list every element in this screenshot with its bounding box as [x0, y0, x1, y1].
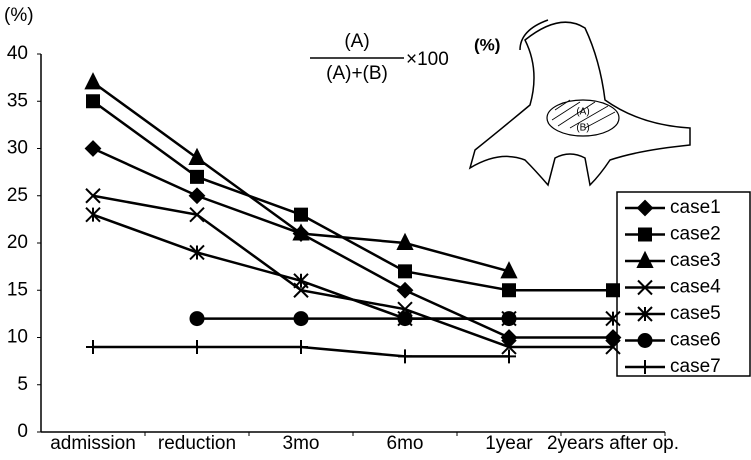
legend-marker — [637, 306, 653, 322]
legend-label: case1 — [670, 197, 721, 218]
data-point — [292, 223, 310, 241]
data-point — [84, 72, 102, 90]
y-tick-label: 0 — [17, 421, 28, 442]
legend-marker — [637, 333, 653, 348]
x-tick-label: 2years after op. — [547, 433, 679, 454]
x-tick-label: 6mo — [387, 433, 424, 454]
y-axis-label: (%) — [4, 5, 34, 26]
data-point — [189, 311, 205, 327]
diagram-label-a: (A) — [576, 107, 589, 118]
data-point — [86, 339, 100, 354]
data-point — [86, 94, 100, 109]
y-tick-label: 30 — [7, 138, 28, 159]
legend — [616, 191, 751, 377]
data-point — [398, 264, 412, 279]
data-point — [188, 147, 206, 165]
formula-multiplier: ×100 — [406, 49, 449, 70]
series-line — [92, 100, 613, 292]
formula: (A) (A)+(B) ×100 (%) — [310, 31, 500, 84]
data-point — [501, 339, 517, 355]
data-point — [293, 273, 309, 289]
data-point — [84, 140, 102, 157]
legend-label: case7 — [670, 356, 721, 377]
legend-label: case2 — [670, 224, 721, 245]
diagram-label-b: (B) — [576, 123, 589, 134]
series-line — [92, 213, 613, 320]
formula-denominator: (A)+(B) — [326, 63, 388, 84]
legend-marker — [636, 199, 654, 217]
data-point — [397, 311, 413, 327]
data-point — [604, 329, 622, 346]
x-tick-label: 1year — [485, 433, 533, 454]
vertebra-diagram: (A) (B) — [468, 19, 691, 187]
data-point — [606, 283, 620, 298]
x-tick-label: admission — [50, 433, 136, 454]
data-point — [190, 169, 204, 184]
data-point — [85, 206, 101, 223]
series-line — [92, 147, 613, 339]
legend-marker — [636, 250, 654, 268]
data-point — [85, 188, 101, 204]
data-point — [189, 206, 205, 223]
formula-unit: (%) — [474, 35, 500, 54]
data-point — [605, 339, 621, 355]
data-point — [189, 244, 205, 261]
x-tick-label: reduction — [158, 433, 236, 454]
formula-numerator: (A) — [344, 31, 369, 52]
data-point — [396, 232, 414, 250]
data-point — [294, 339, 308, 354]
legend-label: case6 — [670, 330, 721, 351]
legend-marker — [638, 227, 652, 242]
legend-label: case5 — [670, 303, 721, 324]
y-tick-label: 20 — [7, 232, 28, 253]
x-tick-label: 3mo — [283, 433, 320, 454]
data-point — [396, 281, 414, 299]
data-point — [398, 349, 412, 364]
data-point — [502, 349, 516, 364]
data-point — [501, 311, 517, 327]
data-point — [190, 339, 204, 354]
y-tick-label: 35 — [7, 90, 28, 111]
y-tick-label: 15 — [7, 279, 28, 300]
y-tick-label: 25 — [7, 185, 28, 206]
legend-label: case3 — [670, 250, 721, 271]
data-point — [500, 261, 518, 279]
y-tick-label: 5 — [17, 374, 28, 395]
legend-label: case4 — [670, 277, 721, 298]
data-point — [293, 311, 309, 327]
y-tick-label: 40 — [7, 43, 28, 64]
data-point — [502, 283, 516, 298]
data-point — [605, 310, 621, 327]
legend-marker — [637, 279, 653, 296]
series-line — [92, 194, 613, 349]
data-point — [500, 329, 518, 346]
data-point — [294, 207, 308, 222]
legend-marker — [638, 360, 652, 374]
y-tick-label: 10 — [7, 327, 28, 348]
data-point — [188, 187, 206, 205]
